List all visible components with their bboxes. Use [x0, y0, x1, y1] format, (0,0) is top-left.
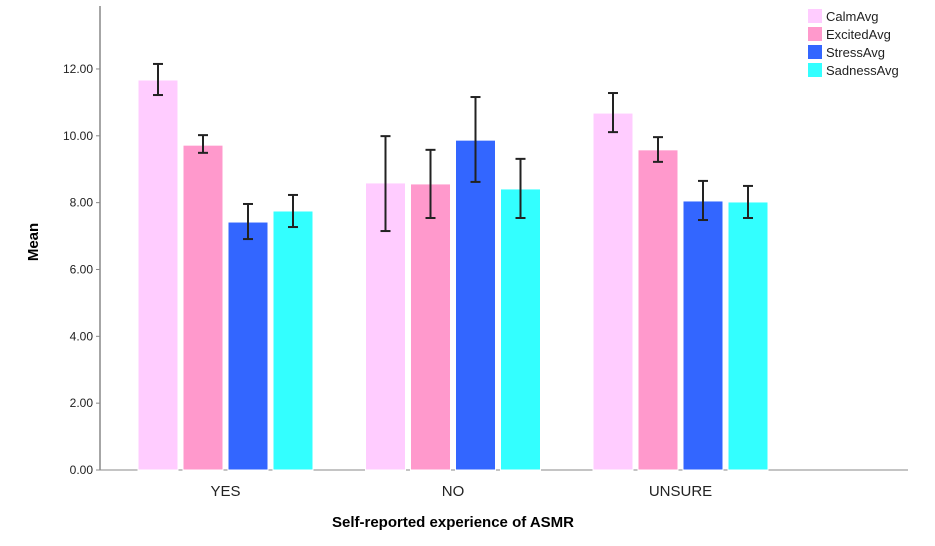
- bar-SadnessAvg-UNSURE: [727, 201, 769, 471]
- legend-label: ExcitedAvg: [826, 27, 891, 42]
- error-bar: [743, 184, 753, 220]
- error-bar: [470, 96, 481, 183]
- bar-CalmAvg-UNSURE: [592, 112, 634, 471]
- y-tick-label: 2.00: [70, 396, 94, 410]
- error-bar: [288, 193, 298, 229]
- legend-swatch: [808, 45, 822, 59]
- legend-label: CalmAvg: [826, 9, 879, 24]
- error-bar: [380, 135, 391, 233]
- bar-StressAvg-NO: [455, 139, 496, 471]
- bar-ExcitedAvg-NO: [410, 183, 451, 471]
- error-bar: [515, 157, 526, 220]
- x-tick-label: UNSURE: [649, 483, 712, 500]
- error-bar: [153, 62, 163, 97]
- bar-SadnessAvg-YES: [272, 210, 314, 471]
- x-tick-label: YES: [210, 483, 240, 500]
- error-bar: [198, 134, 208, 154]
- legend-label: StressAvg: [826, 45, 885, 60]
- x-axis-label: Self-reported experience of ASMR: [332, 514, 574, 531]
- error-bar: [653, 136, 663, 163]
- error-bar: [425, 148, 436, 220]
- error-bar: [243, 202, 253, 241]
- y-tick-label: 8.00: [70, 196, 94, 210]
- bar-SadnessAvg-NO: [500, 188, 541, 471]
- bar-ExcitedAvg-YES: [182, 144, 224, 471]
- bar-ExcitedAvg-UNSURE: [637, 149, 679, 471]
- y-tick-label: 10.00: [63, 129, 93, 143]
- error-bar: [698, 179, 708, 222]
- y-tick-label: 6.00: [70, 262, 94, 276]
- bar-CalmAvg-YES: [137, 79, 179, 471]
- legend-label: SadnessAvg: [826, 63, 899, 78]
- legend-swatch: [808, 9, 822, 23]
- bar-StressAvg-YES: [227, 221, 269, 471]
- legend-swatch: [808, 63, 822, 77]
- y-tick-label: 12.00: [63, 62, 93, 76]
- error-bar: [608, 92, 618, 134]
- legend-swatch: [808, 27, 822, 41]
- y-tick-label: 0.00: [70, 463, 94, 477]
- y-tick-label: 4.00: [70, 329, 94, 343]
- bar-StressAvg-UNSURE: [682, 200, 724, 471]
- x-tick-label: NO: [442, 483, 465, 500]
- y-axis-label: Mean: [25, 223, 42, 261]
